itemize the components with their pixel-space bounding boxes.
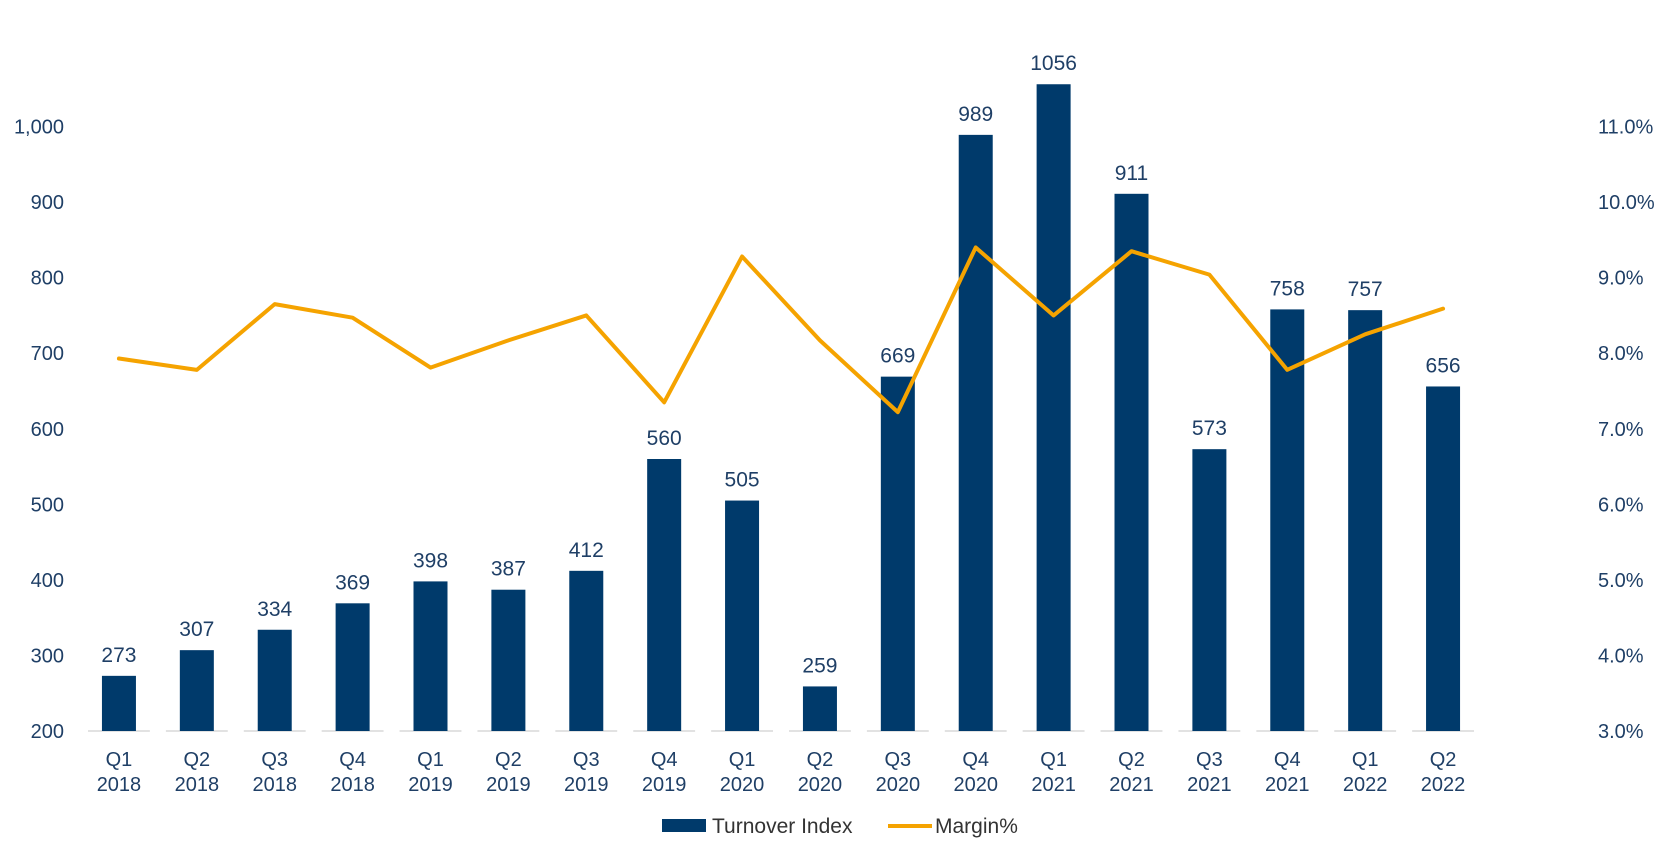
bar-turnover-index	[725, 500, 760, 731]
bar-data-label: 989	[958, 103, 993, 126]
left-axis-tick-label: 500	[31, 494, 64, 516]
left-axis-tick-label: 200	[31, 721, 64, 743]
bar-data-label: 656	[1426, 354, 1461, 377]
bar-data-label: 307	[179, 618, 214, 641]
legend-label-margin: Margin%	[935, 815, 1018, 838]
bar-turnover-index	[958, 134, 993, 731]
bar-data-label: 505	[725, 469, 760, 492]
bar-turnover-index	[1114, 193, 1149, 732]
left-axis-tick-label: 1,000	[14, 117, 64, 139]
x-axis-tick-label: Q2 2020	[798, 749, 843, 796]
bar-turnover-index	[1036, 84, 1071, 731]
margin-line-layer	[116, 245, 1446, 415]
bar-turnover-index	[257, 629, 292, 731]
x-axis-tick-label: Q4 2021	[1265, 749, 1310, 796]
bar-data-label: 334	[257, 598, 292, 621]
x-axis-tick-label: Q1 2020	[720, 749, 765, 796]
right-axis-tick-label: 9.0%	[1598, 268, 1644, 290]
bar-data-label: 273	[101, 644, 136, 667]
bar-data-label: 1056	[1030, 52, 1077, 75]
bar-turnover-index	[491, 589, 526, 731]
x-axis-tick-label: Q2 2019	[486, 749, 531, 796]
bar-turnover-index	[101, 675, 136, 731]
bar-turnover-index	[335, 603, 370, 731]
bar-turnover-index	[1192, 449, 1227, 731]
bar-turnover-index	[1348, 310, 1383, 731]
x-axis-tick-label: Q3 2020	[876, 749, 921, 796]
bar-turnover-index	[880, 376, 915, 731]
bar-turnover-index	[413, 581, 448, 731]
bar-data-label: 669	[880, 345, 915, 368]
bar-data-label: 369	[335, 571, 370, 594]
bar-data-label: 758	[1270, 277, 1305, 300]
bar-turnover-index	[569, 570, 604, 731]
bar-turnover-index	[647, 459, 682, 731]
right-axis-tick-label: 11.0%	[1598, 117, 1653, 139]
bar-data-label: 259	[802, 654, 837, 677]
x-axis-tick-label: Q2 2022	[1421, 749, 1466, 796]
legend-swatch-turnover	[662, 819, 706, 832]
legend-label-turnover: Turnover Index	[712, 815, 853, 838]
bar-data-label: 412	[569, 539, 604, 562]
bar-turnover-index	[179, 650, 214, 731]
left-axis-tick-label: 600	[31, 419, 64, 441]
bar-turnover-index	[1270, 309, 1305, 731]
x-axis-tick-label: Q4 2018	[330, 749, 375, 796]
right-axis-tick-label: 10.0%	[1598, 192, 1655, 214]
left-axis-tick-label: 800	[31, 268, 64, 290]
bar-turnover-index	[802, 686, 837, 731]
x-axis-tick-label: Q1 2022	[1343, 749, 1388, 796]
x-axis-tick-label: Q4 2019	[642, 749, 687, 796]
legend: Turnover Index Margin%	[662, 815, 1018, 838]
bar-data-label: 573	[1192, 417, 1227, 440]
x-axis-tick-label: Q1 2018	[97, 749, 142, 796]
bar-turnover-index	[1426, 386, 1461, 731]
right-axis-tick-label: 5.0%	[1598, 570, 1644, 592]
x-axis-tick-label: Q3 2021	[1187, 749, 1232, 796]
bar-data-label: 911	[1115, 162, 1148, 185]
bar-value-labels: 273 307 334 369 398 387 412 560 505 259 669 989 1056…	[101, 52, 1460, 677]
right-axis-tick-label: 8.0%	[1598, 343, 1644, 365]
x-axis-tick-label: Q1 2019	[408, 749, 453, 796]
right-axis: 3.0% 4.0% 5.0% 6.0% 7.0% 8.0% 9.0% 10.0% 11.0%	[1598, 117, 1655, 743]
bar-data-label: 757	[1348, 278, 1383, 301]
right-axis-tick-label: 3.0%	[1598, 721, 1644, 743]
left-axis-tick-label: 900	[31, 192, 64, 214]
turnover-bars	[101, 84, 1461, 732]
right-axis-tick-label: 4.0%	[1598, 645, 1644, 667]
bar-data-label: 398	[413, 549, 448, 572]
x-axis-tick-label: Q4 2020	[953, 749, 998, 796]
x-axis: Q1 2018 Q2 2018 Q3 2018 Q4 2018 Q1 2019 Q2 2019 Q3 20…	[88, 730, 1474, 796]
x-axis-tick-label: Q3 2018	[252, 749, 297, 796]
x-axis-tick-label: Q1 2021	[1031, 749, 1076, 796]
left-axis-tick-label: 700	[31, 343, 64, 365]
x-axis-tick-label: Q2 2021	[1109, 749, 1154, 796]
x-axis-tick-label: Q2 2018	[175, 749, 220, 796]
line-margin-percent	[116, 245, 1446, 415]
right-axis-tick-label: 6.0%	[1598, 494, 1644, 516]
right-axis-tick-label: 7.0%	[1598, 419, 1644, 441]
bar-data-label: 560	[647, 427, 682, 450]
left-axis-tick-label: 400	[31, 570, 64, 592]
bar-data-label: 387	[491, 558, 526, 581]
x-axis-tick-label: Q3 2019	[564, 749, 609, 796]
left-axis-tick-label: 300	[31, 645, 64, 667]
left-axis: 200 300 400 500 600 700 800 900 1,000	[14, 117, 64, 743]
